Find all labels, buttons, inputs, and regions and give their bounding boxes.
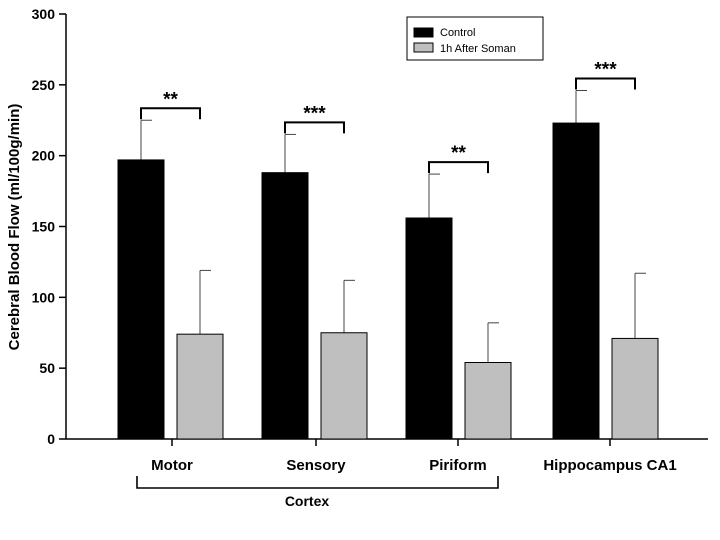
significance-brackets: ********** bbox=[140, 60, 636, 174]
category-label: Piriform bbox=[429, 457, 487, 474]
category-label: Sensory bbox=[286, 457, 346, 474]
y-axis: 0 50 100 150 200 250 300 bbox=[32, 6, 67, 447]
legend-box bbox=[406, 16, 544, 61]
bars bbox=[117, 122, 659, 440]
category-labels: Motor Sensory Piriform Hippocampus CA1 bbox=[151, 457, 677, 474]
y-axis-label: Cerebral Blood Flow (ml/100g/min) bbox=[6, 104, 23, 351]
y-tick-label: 150 bbox=[32, 219, 56, 235]
error-bars bbox=[140, 90, 646, 363]
bar-after-soman bbox=[464, 362, 512, 440]
category-label: Motor bbox=[151, 457, 193, 474]
significance-bracket bbox=[140, 107, 201, 120]
significance-stars: *** bbox=[594, 60, 617, 81]
legend-swatch-after-soman bbox=[413, 42, 434, 53]
group-bracket-line bbox=[136, 476, 499, 489]
significance-stars: *** bbox=[303, 103, 326, 124]
bar-after-soman bbox=[320, 332, 368, 440]
bar-control bbox=[117, 159, 165, 440]
cortex-group-bracket: Cortex bbox=[136, 476, 499, 509]
legend-label-after-soman: 1h After Soman bbox=[440, 43, 516, 55]
group-bracket-label: Cortex bbox=[285, 493, 330, 509]
bar-control bbox=[552, 122, 600, 440]
bar-control bbox=[261, 172, 309, 440]
bar-after-soman bbox=[611, 337, 659, 440]
bar-after-soman bbox=[176, 333, 224, 440]
legend: Control 1h After Soman bbox=[406, 16, 544, 61]
y-tick-label: 250 bbox=[32, 77, 56, 93]
significance-bracket bbox=[428, 161, 489, 174]
y-tick-label: 300 bbox=[32, 6, 56, 22]
significance-bracket bbox=[575, 77, 636, 90]
y-tick-label: 0 bbox=[47, 431, 55, 447]
y-tick-label: 100 bbox=[32, 289, 56, 305]
y-tick-label: 200 bbox=[32, 148, 56, 164]
category-label: Hippocampus CA1 bbox=[543, 457, 676, 474]
significance-stars: ** bbox=[451, 143, 466, 164]
significance-stars: ** bbox=[163, 89, 178, 110]
bar-control bbox=[405, 217, 453, 440]
significance-bracket bbox=[284, 121, 345, 134]
legend-swatch-control bbox=[413, 27, 434, 38]
x-axis bbox=[66, 438, 708, 446]
legend-label-control: Control bbox=[440, 27, 475, 39]
y-tick-label: 50 bbox=[39, 360, 55, 376]
